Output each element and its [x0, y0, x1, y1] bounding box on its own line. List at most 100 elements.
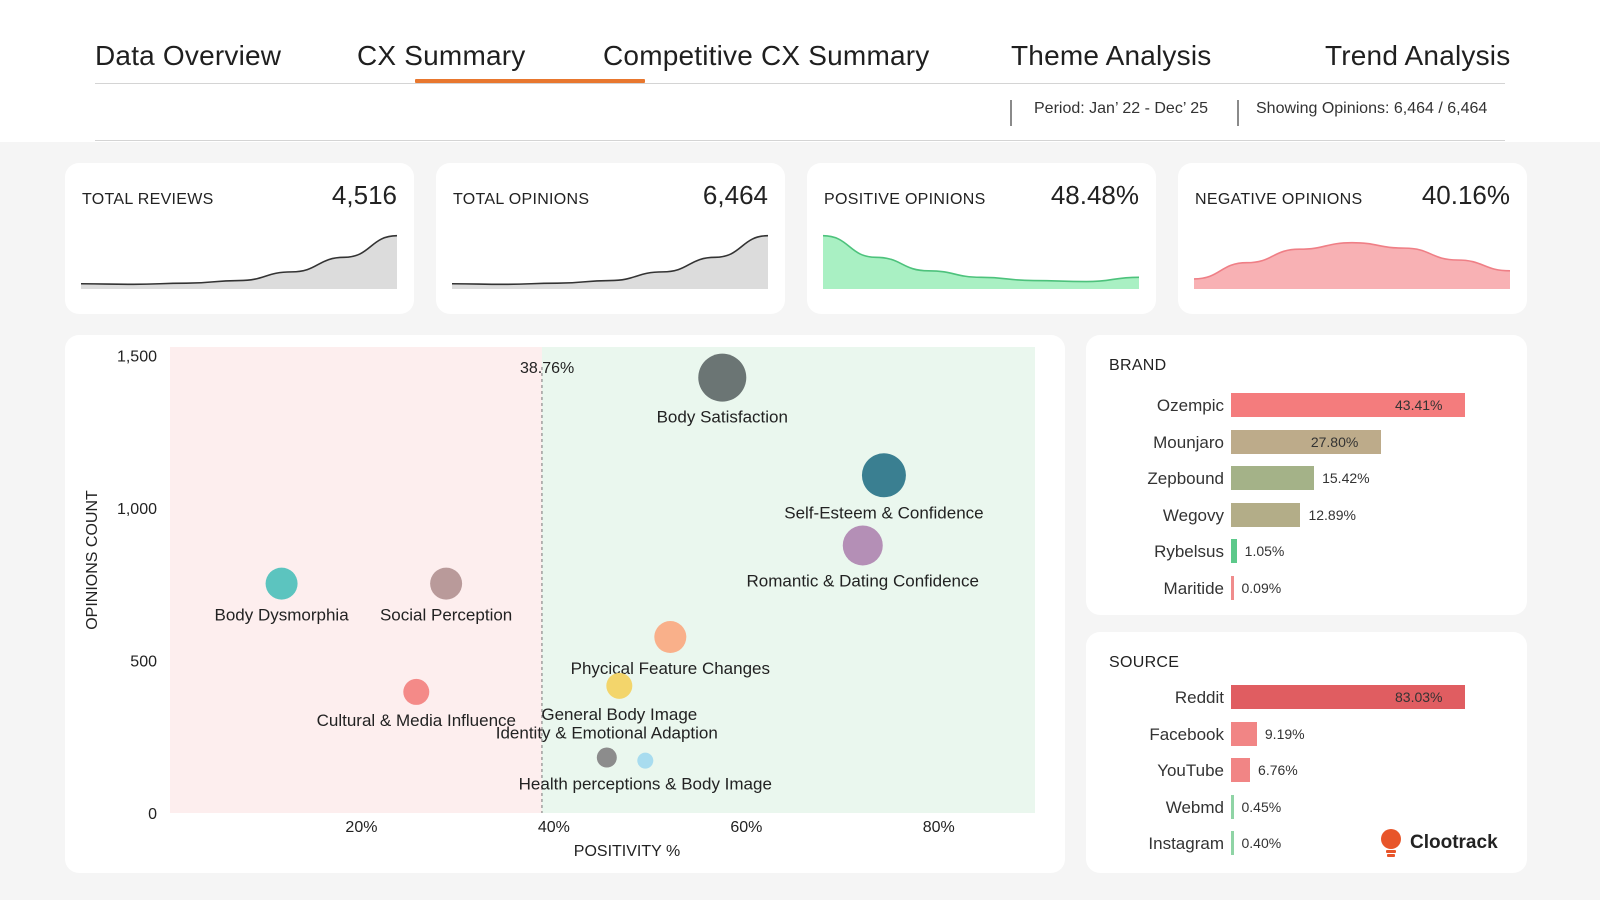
kpi-value: 4,516: [331, 180, 397, 210]
clootrack-logo: Clootrack: [1378, 828, 1498, 858]
bar-fill: [1231, 831, 1234, 856]
bar-value: 0.40%: [1241, 835, 1282, 852]
theme-bubble[interactable]: Health perceptions & Body Image: [519, 752, 772, 794]
bar-fill: [1231, 721, 1257, 746]
tab-competitive-cx-summary[interactable]: Competitive CX Summary: [603, 40, 930, 71]
bar-row[interactable]: Maritide 0.09%: [1086, 576, 1526, 602]
bubble-dot[interactable]: [654, 621, 687, 654]
bar-fill: [1231, 393, 1465, 417]
bubble-dot[interactable]: [637, 752, 654, 769]
bar-fill: [1231, 502, 1301, 527]
tab-data-overview[interactable]: Data Overview: [95, 40, 282, 71]
negative-region: [170, 347, 542, 813]
x-tick-label: 40%: [538, 819, 570, 836]
source-share-card: SOURCE Reddit 83.03% Facebook 9.19% YouTube 6…: [1086, 632, 1527, 873]
opinions-separator: [1237, 100, 1239, 126]
bar-fill: [1231, 576, 1234, 600]
bubble-dot[interactable]: [842, 525, 883, 566]
bar-row[interactable]: Ozempic 43.41%: [1086, 393, 1526, 419]
theme-bubble[interactable]: Self-Esteem & Confidence: [784, 453, 984, 522]
x-tick-label: 80%: [923, 819, 955, 836]
bubble-label: Identity & Emotional Adaption: [496, 724, 718, 743]
bar-label: Mounjaro: [1153, 432, 1224, 452]
theme-bubble[interactable]: Identity & Emotional Adaption: [496, 724, 718, 768]
theme-bubble[interactable]: Cultural & Media Influence: [317, 678, 516, 730]
kpi-sparkline: [81, 234, 397, 289]
bar-value: 83.03%: [1395, 689, 1443, 705]
bar-value: 0.09%: [1241, 580, 1282, 596]
bubble-dot[interactable]: [403, 678, 430, 705]
bar-label: Zepbound: [1147, 469, 1224, 489]
bubble-label: Romantic & Dating Confidence: [747, 571, 979, 590]
kpi-card-total-opinions[interactable]: TOTAL OPINIONS 6,464: [436, 163, 785, 314]
bubble-dot[interactable]: [430, 567, 463, 600]
sparkline-line: [81, 234, 397, 286]
tab-trend-analysis[interactable]: Trend Analysis: [1325, 40, 1511, 71]
bar-row[interactable]: Facebook 9.19%: [1086, 721, 1526, 748]
showing-opinions-count: Showing Opinions: 6,464 / 6,464: [1256, 100, 1488, 117]
kpi-card-negative-opinions[interactable]: NEGATIVE OPINIONS 40.16%: [1178, 163, 1527, 314]
bar-label: Ozempic: [1156, 396, 1224, 415]
bubble-dot[interactable]: [861, 453, 906, 498]
sparkline-area: [823, 235, 1139, 289]
active-tab-indicator: [415, 79, 645, 83]
bubble-dot[interactable]: [606, 672, 633, 699]
x-tick-label: 20%: [345, 819, 377, 836]
bubble-label: Body Dysmorphia: [214, 606, 349, 625]
kpi-value: 40.16%: [1421, 180, 1510, 210]
sparkline-area: [81, 235, 397, 289]
bar-row[interactable]: Mounjaro 27.80%: [1086, 429, 1526, 456]
bubble-dot[interactable]: [265, 567, 298, 600]
bar-value: 27.80%: [1310, 433, 1359, 450]
bubble-dot[interactable]: [596, 747, 617, 768]
bar-value: 9.19%: [1264, 725, 1305, 742]
bar-fill: [1231, 758, 1251, 783]
bubble-label: Cultural & Media Influence: [317, 711, 516, 730]
bubble-label: Phycical Feature Changes: [571, 659, 770, 678]
sparkline-area: [1194, 242, 1510, 289]
y-tick-label: 1,000: [117, 501, 157, 518]
period-filter[interactable]: Period: Jan’ 22 - Dec’ 25: [1034, 100, 1209, 117]
kpi-card-positive-opinions[interactable]: POSITIVE OPINIONS 48.48%: [807, 163, 1156, 314]
kpi-label: TOTAL OPINIONS: [453, 191, 590, 208]
bar-label: Rybelsus: [1154, 542, 1224, 562]
theme-bubble[interactable]: Body Satisfaction: [657, 353, 788, 427]
y-tick-label: 1,500: [117, 348, 157, 365]
sparkline-line: [452, 234, 768, 286]
bubble-label: Body Satisfaction: [657, 408, 788, 427]
theme-bubble[interactable]: Social Perception: [380, 567, 512, 625]
kpi-label: POSITIVE OPINIONS: [824, 191, 986, 208]
bar-value: 12.89%: [1308, 506, 1356, 523]
bar-value: 1.05%: [1244, 543, 1285, 560]
tab-theme-analysis[interactable]: Theme Analysis: [1011, 40, 1212, 71]
kpi-label: TOTAL REVIEWS: [82, 191, 214, 208]
theme-scatter-card: 38.76% 0 500 1,000 1,500 20% 40% 60% 80% POSIT…: [65, 335, 1065, 873]
bar-fill: [1231, 539, 1237, 564]
bar-row[interactable]: Zepbound 15.42%: [1086, 466, 1526, 492]
bar-row[interactable]: Instagram 0.40%: [1086, 831, 1526, 857]
theme-scatter-chart: 38.76% 0 500 1,000 1,500 20% 40% 60% 80% POSIT…: [84, 347, 1035, 860]
kpi-card-total-reviews[interactable]: TOTAL REVIEWS 4,516: [65, 163, 414, 314]
bar-row[interactable]: Wegovy 12.89%: [1086, 502, 1526, 529]
theme-bubble[interactable]: Body Dysmorphia: [214, 567, 349, 625]
sparkline-area: [452, 235, 768, 289]
logo-wordmark: Clootrack: [1410, 832, 1498, 853]
bar-row[interactable]: Reddit 83.03%: [1086, 685, 1526, 711]
bar-row[interactable]: YouTube 6.76%: [1086, 758, 1526, 784]
tab-bar: Data Overview CX Summary Competitive CX …: [95, 36, 1510, 84]
bar-fill: [1231, 794, 1234, 819]
bubble-dot[interactable]: [698, 353, 747, 402]
x-axis-ticks: 20% 40% 60% 80%: [345, 819, 954, 836]
y-tick-label: 500: [130, 653, 157, 670]
theme-bubble[interactable]: Romantic & Dating Confidence: [747, 525, 979, 590]
threshold-label: 38.76%: [520, 360, 574, 377]
tab-cx-summary[interactable]: CX Summary: [357, 40, 526, 71]
bar-row[interactable]: Rybelsus 1.05%: [1086, 539, 1526, 565]
y-axis-ticks: 0 500 1,000 1,500: [117, 348, 157, 823]
source-title: SOURCE: [1109, 654, 1180, 671]
theme-bubble[interactable]: General Body Image: [541, 672, 697, 724]
bar-row[interactable]: Webmd 0.45%: [1086, 794, 1526, 821]
bar-label: Reddit: [1174, 688, 1224, 707]
bar-fill: [1231, 429, 1381, 454]
brand-share-card: BRAND Ozempic 43.41% Mounjaro 27.80% Zepboun…: [1086, 335, 1527, 615]
